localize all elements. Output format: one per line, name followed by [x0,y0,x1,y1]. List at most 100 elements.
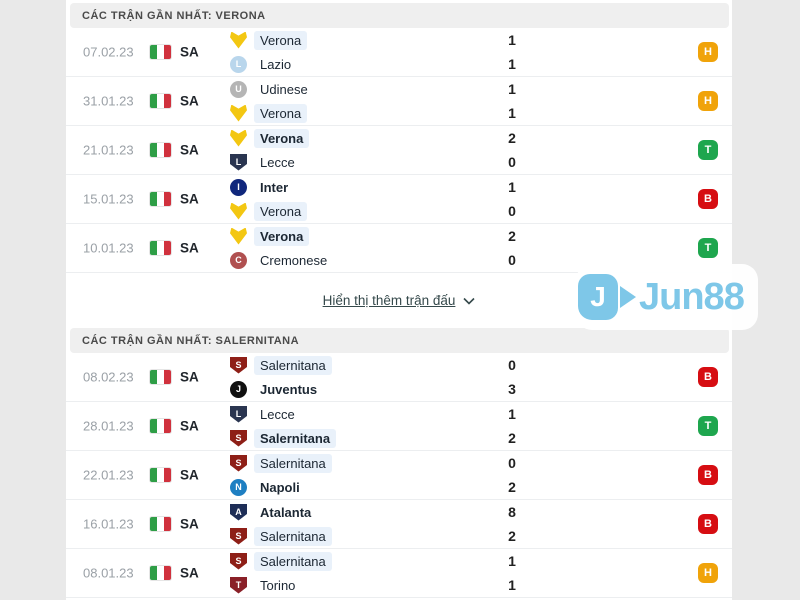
match-list: 08.02.23 SA S Salernitana J Juventus 0 3… [66,353,732,598]
team-name[interactable]: Atalanta [260,504,312,520]
team-row: S Salernitana [230,451,332,475]
match-row[interactable]: 21.01.23 SA Verona L Lecce 2 0 T [66,126,732,175]
match-teams: Verona L Lecce [230,126,310,174]
team-name[interactable]: Inter [260,179,289,195]
competition-label: SA [180,142,199,158]
team-name[interactable]: Torino [260,577,296,593]
team-name[interactable]: Verona [254,226,310,246]
team-score: 1 [508,406,516,422]
team-name[interactable]: Juventus [260,381,318,397]
jun88-logo-icon: J [578,274,618,320]
matches-section: CÁC TRẬN GẦN NHẤT: VERONA 07.02.23 SA Ve… [66,3,732,273]
team-row: J Juventus [230,377,332,401]
team-name[interactable]: Verona [254,30,308,50]
team-score: 2 [508,228,516,244]
team-name[interactable]: Lecce [260,154,295,170]
team-score: 2 [508,130,516,146]
match-scores: 0 3 [500,353,524,401]
match-teams: S Salernitana N Napoli [230,451,332,499]
italy-flag-icon [150,370,171,384]
team-score: 1 [508,32,516,48]
match-teams: I Inter Verona [230,175,308,223]
team-name[interactable]: Cremonese [260,252,328,268]
italy-flag-icon [150,45,171,59]
match-row[interactable]: 08.02.23 SA S Salernitana J Juventus 0 3… [66,353,732,402]
team-logo-icon [230,129,247,147]
team-score: 2 [508,479,516,495]
italy-flag-icon [150,517,171,531]
match-scores: 0 2 [500,451,524,499]
result-badge: B [698,367,718,387]
match-scores: 2 0 [500,224,524,272]
team-row: S Salernitana [230,524,332,548]
team-score: 1 [508,81,516,97]
team-row: U Udinese [230,77,314,101]
team-name[interactable]: Lecce [260,406,295,422]
team-logo-icon: T [230,576,247,594]
team-row: S Salernitana [230,353,332,377]
team-score: 2 [508,430,516,446]
team-logo-icon: U [230,80,247,98]
team-score: 0 [508,357,516,373]
team-name[interactable]: Napoli [260,479,300,495]
team-name[interactable]: Salernitana [254,551,332,571]
team-name[interactable]: Salernitana [254,526,332,546]
match-teams: U Udinese Verona [230,77,314,125]
team-name[interactable]: Salernitana [254,453,332,473]
match-row[interactable]: 22.01.23 SA S Salernitana N Napoli 0 2 B [66,451,732,500]
team-logo-icon: S [230,429,247,447]
team-logo-icon: J [230,380,247,398]
team-score: 1 [508,553,516,569]
match-row[interactable]: 08.01.23 SA S Salernitana T Torino 1 1 H [66,549,732,598]
match-row[interactable]: 15.01.23 SA I Inter Verona 1 0 B [66,175,732,224]
match-row[interactable]: 16.01.23 SA A Atalanta S Salernitana 8 2… [66,500,732,549]
match-row[interactable]: 10.01.23 SA Verona C Cremonese 2 0 T [66,224,732,273]
match-date: 07.02.23 [83,44,134,60]
team-row: L Lecce [230,402,336,426]
match-scores: 1 1 [500,28,524,76]
italy-flag-icon [150,566,171,580]
team-name[interactable]: Salernitana [254,428,337,448]
match-row[interactable]: 31.01.23 SA U Udinese Verona 1 1 H [66,77,732,126]
italy-flag-icon [150,419,171,433]
team-logo-icon [230,31,247,49]
team-row: I Inter [230,175,307,199]
match-list: 07.02.23 SA Verona L Lazio 1 1 H 31.01.2… [66,28,732,273]
competition-label: SA [180,516,199,532]
result-badge: T [698,238,718,258]
italy-flag-icon [150,94,171,108]
jun88-watermark: J Jun88 [576,264,758,330]
team-name[interactable]: Lazio [260,56,292,72]
match-row[interactable]: 07.02.23 SA Verona L Lazio 1 1 H [66,28,732,77]
italy-flag-icon [150,468,171,482]
team-row: S Salernitana [230,426,337,450]
italy-flag-icon [150,192,171,206]
team-logo-icon [230,227,247,245]
result-badge: H [698,91,718,111]
italy-flag-icon [150,143,171,157]
matches-section: CÁC TRẬN GẦN NHẤT: SALERNITANA 08.02.23 … [66,328,732,598]
team-row: L Lecce [230,150,309,174]
section-header: CÁC TRẬN GẦN NHẤT: VERONA [70,3,729,28]
team-logo-icon: L [230,55,247,73]
team-name[interactable]: Verona [254,201,308,221]
italy-flag-icon [150,241,171,255]
section-title: CÁC TRẬN GẦN NHẤT: SALERNITANA [82,334,300,347]
match-row[interactable]: 28.01.23 SA L Lecce S Salernitana 1 2 T [66,402,732,451]
result-badge: B [698,189,718,209]
team-logo-icon: A [230,503,247,521]
match-date: 22.01.23 [83,467,134,483]
team-name[interactable]: Salernitana [254,355,332,375]
result-badge: B [698,514,718,534]
team-name[interactable]: Verona [254,128,310,148]
team-logo-icon: L [230,405,247,423]
result-badge: B [698,465,718,485]
match-date: 16.01.23 [83,516,134,532]
match-date: 08.01.23 [83,565,134,581]
match-date: 21.01.23 [83,142,134,158]
match-date: 28.01.23 [83,418,134,434]
team-name[interactable]: Verona [254,103,308,123]
match-teams: S Salernitana T Torino [230,549,332,597]
team-name[interactable]: Udinese [260,81,308,97]
show-more-button[interactable]: Hiển thị thêm trận đấu [322,293,456,308]
